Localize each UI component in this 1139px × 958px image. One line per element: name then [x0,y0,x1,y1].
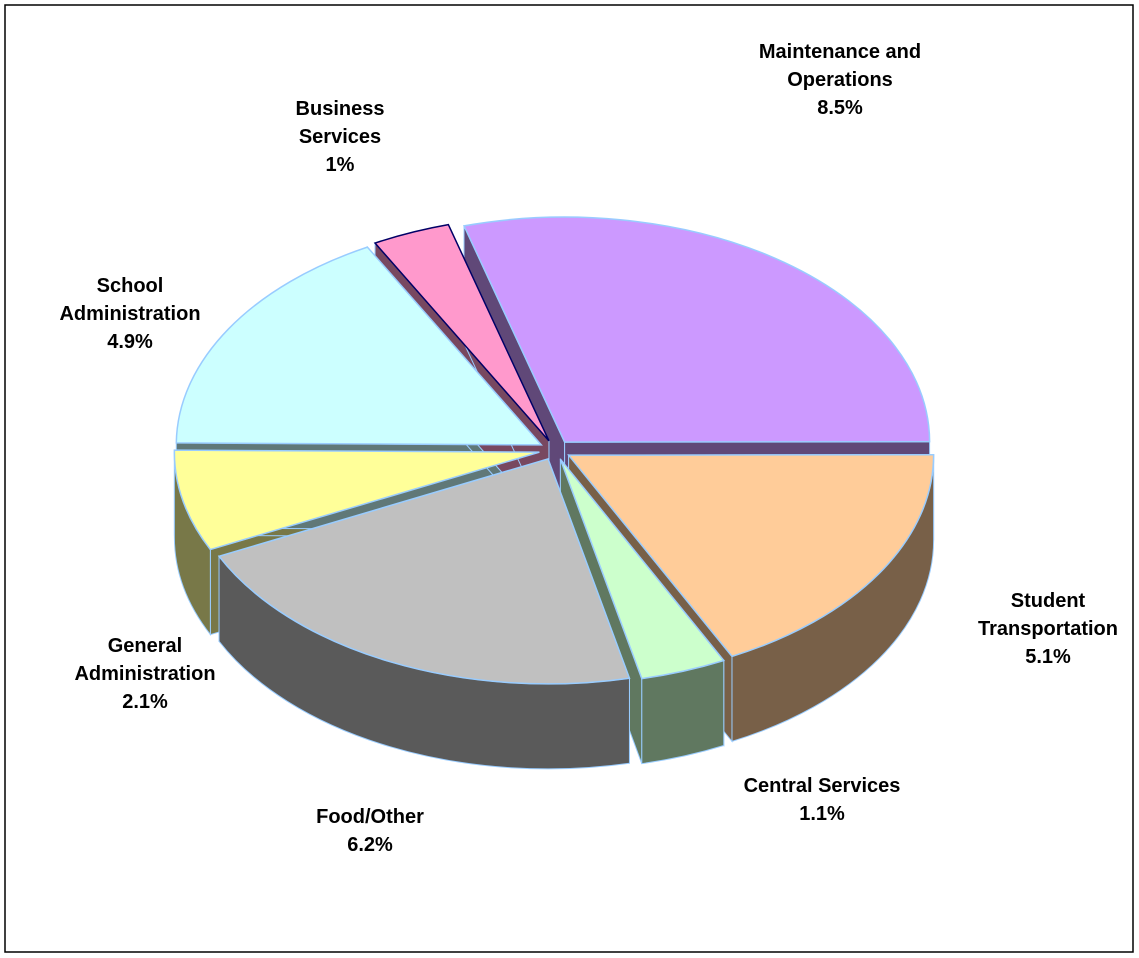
value-label: 4.9% [107,331,153,353]
category-label: Business Services [295,98,385,148]
category-label: Maintenance and Operations [758,41,922,91]
slice-label: Central Services 1.1% [692,772,952,828]
category-label: Student Transportation [977,590,1118,640]
slice-label: Student Transportation 5.1% [968,587,1128,671]
pie-slice [567,453,935,658]
pie-slice [373,223,550,442]
value-label: 8.5% [817,97,863,119]
value-label: 2.1% [122,691,168,713]
pie-slice [217,457,631,685]
category-label: Central Services [743,775,901,797]
value-label: 1% [325,154,355,176]
category-label: General Administration [74,635,216,685]
slice-label: Food/Other 6.2% [270,803,470,859]
category-label: School Administration [59,275,201,325]
value-label: 1.1% [799,803,845,825]
slice-label: School Administration 4.9% [45,272,215,356]
slice-label: Maintenance and Operations 8.5% [725,38,955,122]
pie-slice [175,246,543,446]
slice-label: General Administration 2.1% [60,632,230,716]
value-label: 5.1% [1025,646,1071,668]
pie-slice [462,216,931,443]
category-label: Food/Other [316,806,424,828]
value-label: 6.2% [347,834,393,856]
pie-slice [559,458,726,680]
slice-label: Business Services 1% [265,95,415,179]
pie-slice [173,449,540,551]
